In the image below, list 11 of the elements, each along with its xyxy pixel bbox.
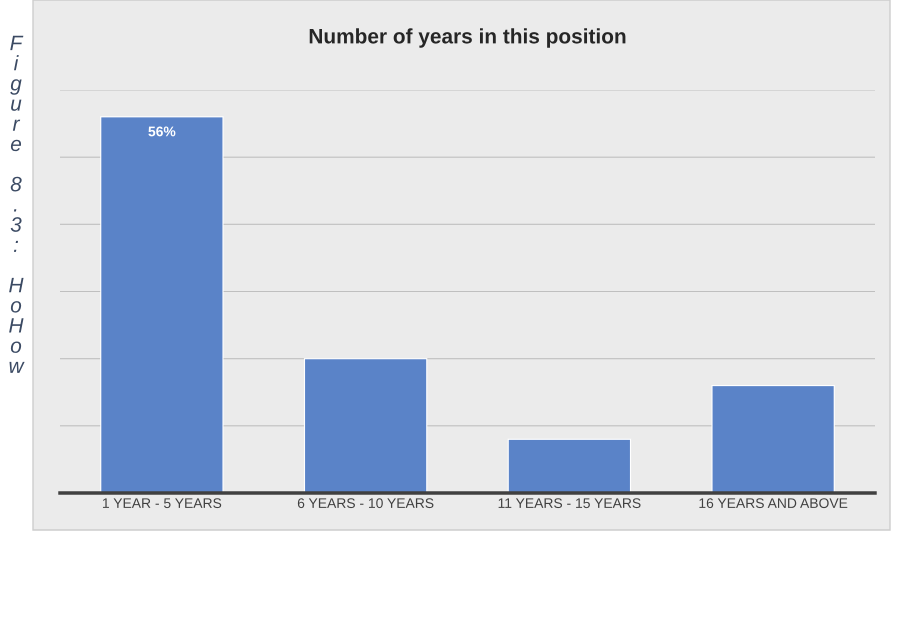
bar <box>711 384 835 493</box>
x-tick-label: 16 YEARS AND ABOVE <box>699 498 848 508</box>
data-label: 56% <box>148 126 176 136</box>
bar <box>304 358 428 493</box>
bar <box>508 438 632 493</box>
bar <box>100 116 224 493</box>
x-tick-label: 1 YEAR - 5 YEARS <box>102 498 222 508</box>
x-tick-label: 6 YEARS - 10 YEARS <box>298 498 434 508</box>
x-tick-label: 11 YEARS - 15 YEARS <box>498 498 641 508</box>
text: Figure 8.3: HoHow <box>9 36 25 373</box>
chart-title: Number of years in this position <box>310 28 626 48</box>
